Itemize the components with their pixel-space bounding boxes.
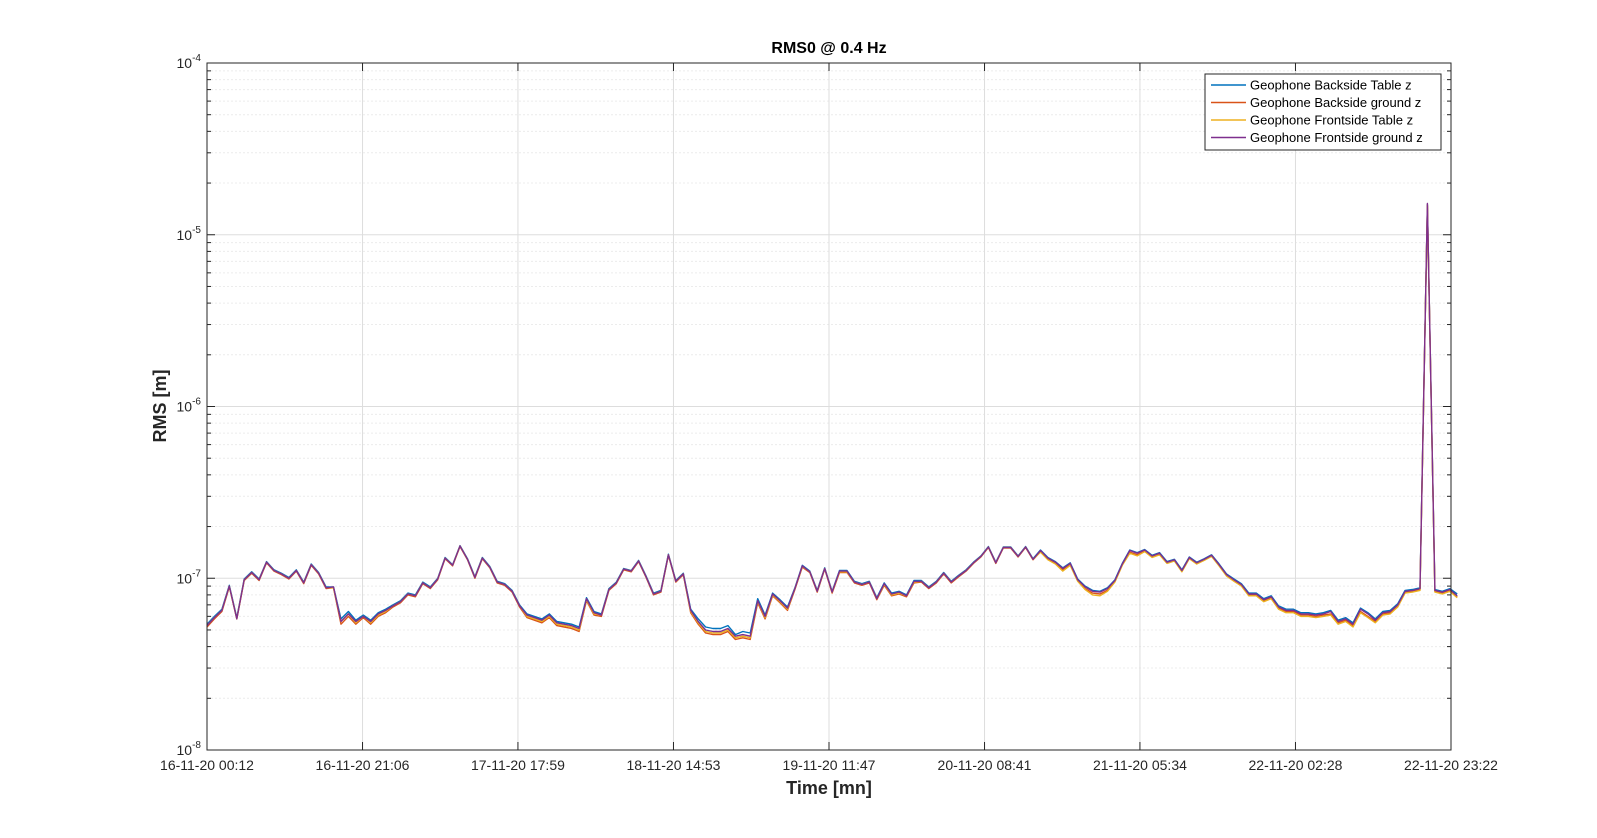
- x-tick-label: 21-11-20 05:34: [1093, 757, 1187, 773]
- x-tick-label: 16-11-20 00:12: [160, 757, 254, 773]
- x-axis-label: Time [mn]: [786, 778, 872, 798]
- x-tick-label: 16-11-20 21:06: [316, 757, 410, 773]
- x-tick-label: 19-11-20 11:47: [783, 757, 876, 773]
- x-tick-label: 20-11-20 08:41: [938, 757, 1032, 773]
- legend-label-1: Geophone Backside Table z: [1250, 78, 1412, 93]
- x-tick-label: 22-11-20 02:28: [1249, 757, 1343, 773]
- legend-label-3: Geophone Frontside Table z: [1250, 113, 1413, 128]
- legend: Geophone Backside Table z Geophone Backsi…: [1205, 74, 1441, 150]
- x-tick-label: 17-11-20 17:59: [471, 757, 565, 773]
- chart-title: RMS0 @ 0.4 Hz: [771, 40, 886, 57]
- x-tick-label: 18-11-20 14:53: [627, 757, 721, 773]
- x-tick-label: 22-11-20 23:22: [1404, 757, 1498, 773]
- legend-label-2: Geophone Backside ground z: [1250, 95, 1421, 110]
- legend-label-4: Geophone Frontside ground z: [1250, 130, 1423, 145]
- y-axis-label: RMS [m]: [150, 370, 170, 443]
